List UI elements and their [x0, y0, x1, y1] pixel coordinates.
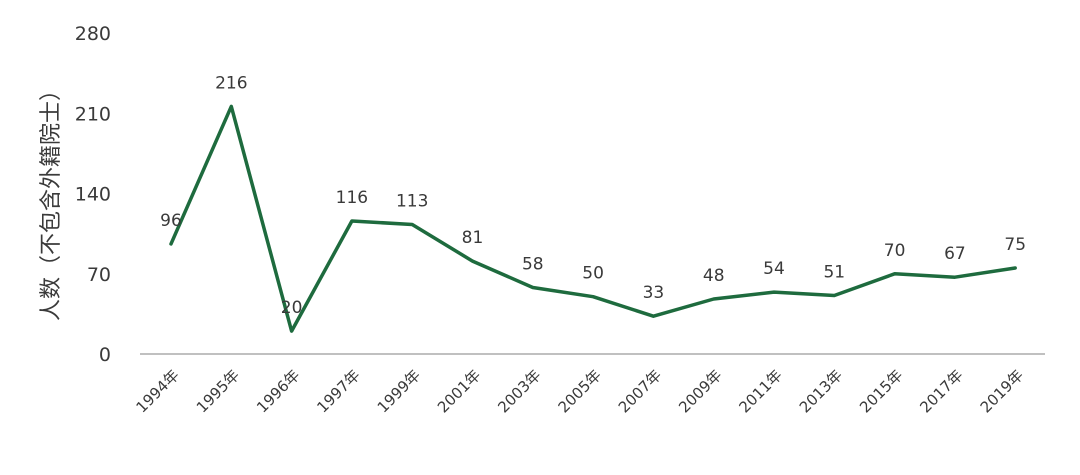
x-tick-label: 2003年	[494, 366, 544, 416]
data-label: 70	[884, 241, 906, 261]
x-tick-label: 2009年	[675, 366, 725, 416]
data-label: 20	[281, 298, 303, 318]
x-tick-label: 2011年	[735, 366, 785, 416]
data-label: 54	[763, 259, 785, 279]
data-label: 50	[582, 264, 604, 284]
x-tick-label: 2019年	[977, 366, 1027, 416]
y-tick-label: 210	[75, 103, 111, 125]
x-tick-label: 1997年	[313, 366, 363, 416]
data-label: 48	[703, 266, 725, 286]
data-label: 67	[944, 244, 966, 264]
y-tick-label: 70	[87, 264, 111, 286]
data-label: 33	[643, 283, 665, 303]
data-label: 51	[823, 263, 845, 283]
data-label: 116	[336, 188, 368, 208]
y-tick-label: 140	[75, 184, 111, 206]
y-axis-label: 人数（不包含外籍院士）	[39, 79, 64, 321]
x-tick-label: 2001年	[434, 366, 484, 416]
x-tick-label: 2013年	[796, 366, 846, 416]
y-tick-label: 280	[75, 23, 111, 45]
data-label: 75	[1004, 235, 1026, 255]
data-label: 58	[522, 255, 544, 275]
y-tick-label: 0	[99, 344, 111, 366]
data-label: 81	[462, 228, 484, 248]
series-line	[169, 104, 1017, 333]
data-label: 96	[160, 211, 182, 231]
data-label: 216	[215, 73, 247, 93]
y-axis-ticks: 0 70 140 210 280	[75, 23, 111, 366]
x-tick-label: 1999年	[374, 366, 424, 416]
data-label: 113	[396, 191, 428, 211]
x-tick-label: 2015年	[856, 366, 906, 416]
x-tick-label: 2007年	[615, 366, 665, 416]
x-axis-ticks: 1994年 1995年 1996年 1997年 1999年 2001年 2003年 2005年…	[132, 366, 1027, 416]
x-tick-label: 1994年	[132, 366, 182, 416]
x-tick-label: 2005年	[555, 366, 605, 416]
x-tick-label: 1996年	[253, 366, 303, 416]
data-labels: 96 216 20 116 113 81 58 50 33 48 54 51 70 67 75	[160, 73, 1026, 318]
x-tick-label: 2017年	[916, 366, 966, 416]
x-tick-label: 1995年	[193, 366, 243, 416]
